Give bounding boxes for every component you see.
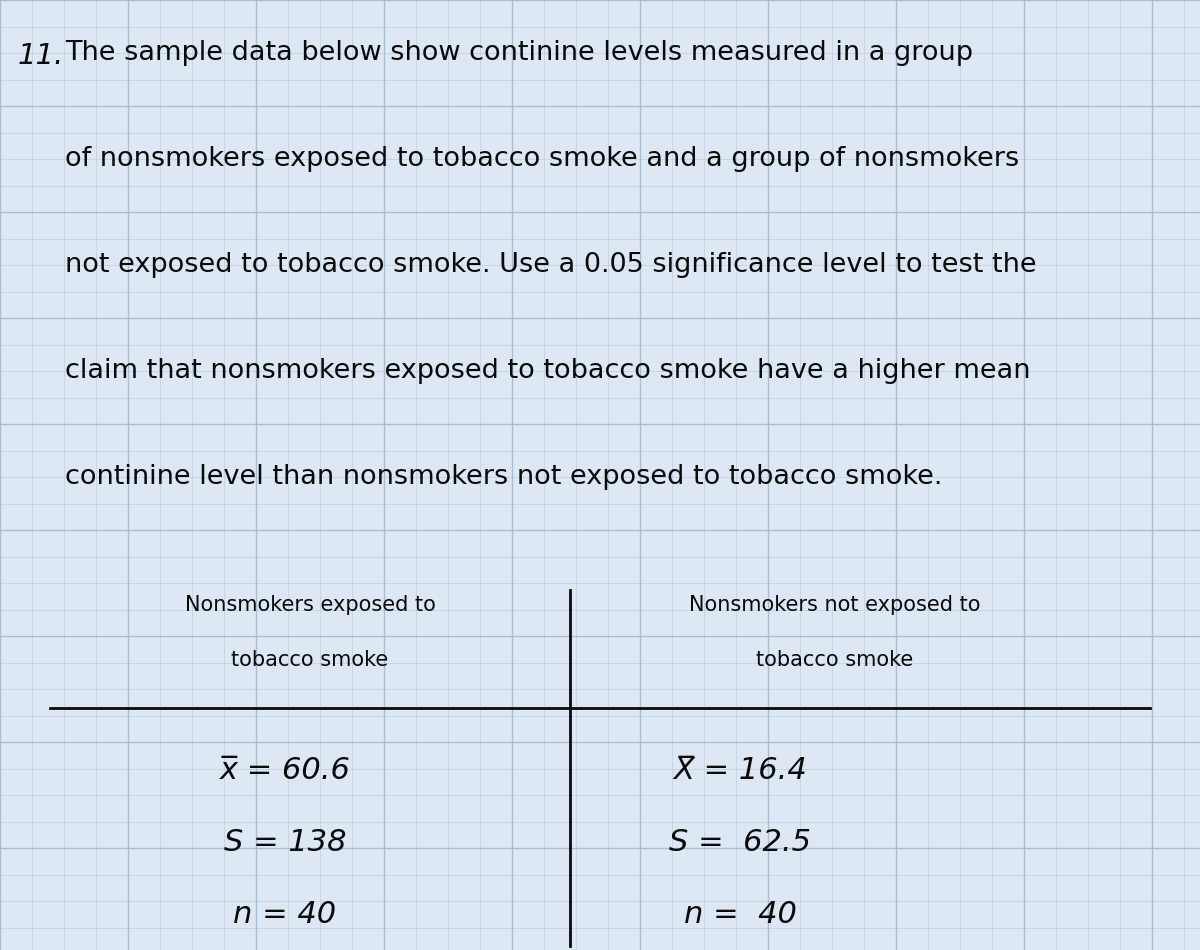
Text: x̅ = 60.6: x̅ = 60.6 — [220, 756, 350, 785]
Text: not exposed to tobacco smoke. Use a 0.05 significance level to test the: not exposed to tobacco smoke. Use a 0.05… — [65, 252, 1037, 278]
Text: Nonsmokers exposed to: Nonsmokers exposed to — [185, 595, 436, 615]
Text: n =  40: n = 40 — [684, 900, 797, 929]
Text: Nonsmokers not exposed to: Nonsmokers not exposed to — [689, 595, 980, 615]
Text: The sample data below show continine levels measured in a group: The sample data below show continine lev… — [65, 40, 973, 66]
Text: continine level than nonsmokers not exposed to tobacco smoke.: continine level than nonsmokers not expo… — [65, 464, 942, 490]
Text: X̅ = 16.4: X̅ = 16.4 — [673, 756, 806, 785]
Text: tobacco smoke: tobacco smoke — [756, 650, 913, 670]
Text: S =  62.5: S = 62.5 — [670, 828, 811, 857]
Text: n = 40: n = 40 — [234, 900, 336, 929]
Text: tobacco smoke: tobacco smoke — [232, 650, 389, 670]
Text: S = 138: S = 138 — [223, 828, 347, 857]
Text: of nonsmokers exposed to tobacco smoke and a group of nonsmokers: of nonsmokers exposed to tobacco smoke a… — [65, 146, 1019, 172]
Text: claim that nonsmokers exposed to tobacco smoke have a higher mean: claim that nonsmokers exposed to tobacco… — [65, 358, 1031, 384]
Text: 11.: 11. — [18, 42, 65, 70]
